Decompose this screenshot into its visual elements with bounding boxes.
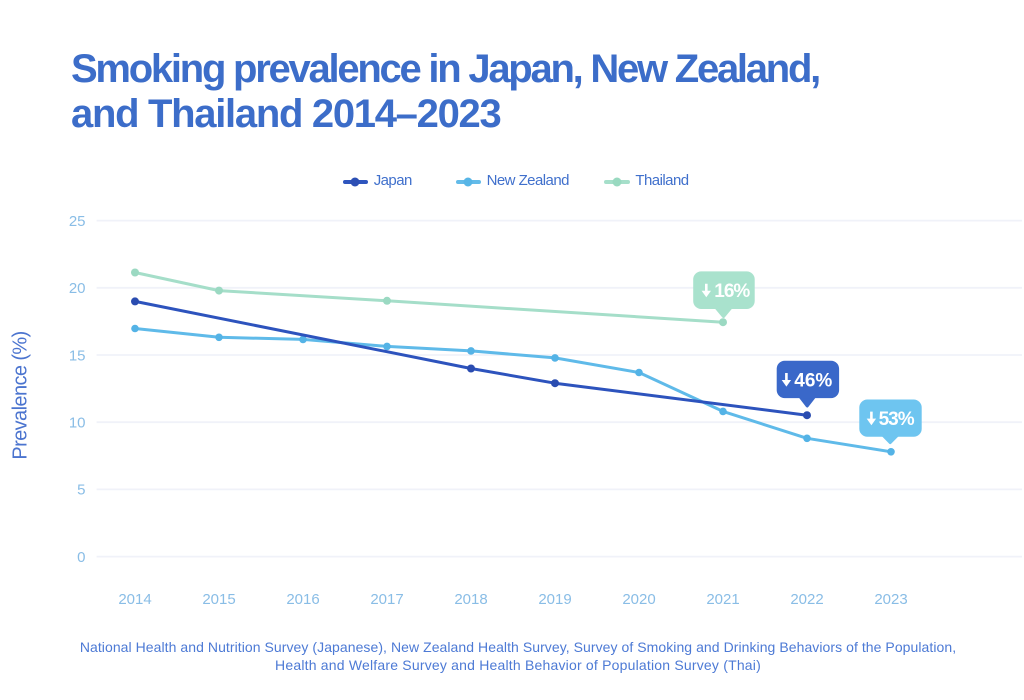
svg-text:2018: 2018 bbox=[454, 591, 487, 608]
svg-text:5: 5 bbox=[77, 482, 85, 499]
svg-text:2017: 2017 bbox=[370, 591, 403, 608]
svg-text:2015: 2015 bbox=[202, 591, 235, 608]
svg-text:2014: 2014 bbox=[118, 591, 151, 608]
svg-text:25: 25 bbox=[69, 213, 86, 230]
svg-text:20: 20 bbox=[69, 280, 86, 297]
svg-text:2023: 2023 bbox=[874, 591, 907, 608]
svg-text:0: 0 bbox=[77, 549, 85, 566]
svg-text:15: 15 bbox=[69, 347, 86, 364]
svg-text:2022: 2022 bbox=[790, 591, 823, 608]
svg-text:2019: 2019 bbox=[538, 591, 571, 608]
svg-text:53%: 53% bbox=[879, 409, 915, 430]
svg-text:10: 10 bbox=[69, 415, 86, 432]
svg-text:2020: 2020 bbox=[622, 591, 655, 608]
svg-text:46%: 46% bbox=[794, 370, 832, 391]
svg-text:2016: 2016 bbox=[286, 591, 319, 608]
svg-text:16%: 16% bbox=[714, 281, 750, 302]
svg-text:2021: 2021 bbox=[706, 591, 739, 608]
